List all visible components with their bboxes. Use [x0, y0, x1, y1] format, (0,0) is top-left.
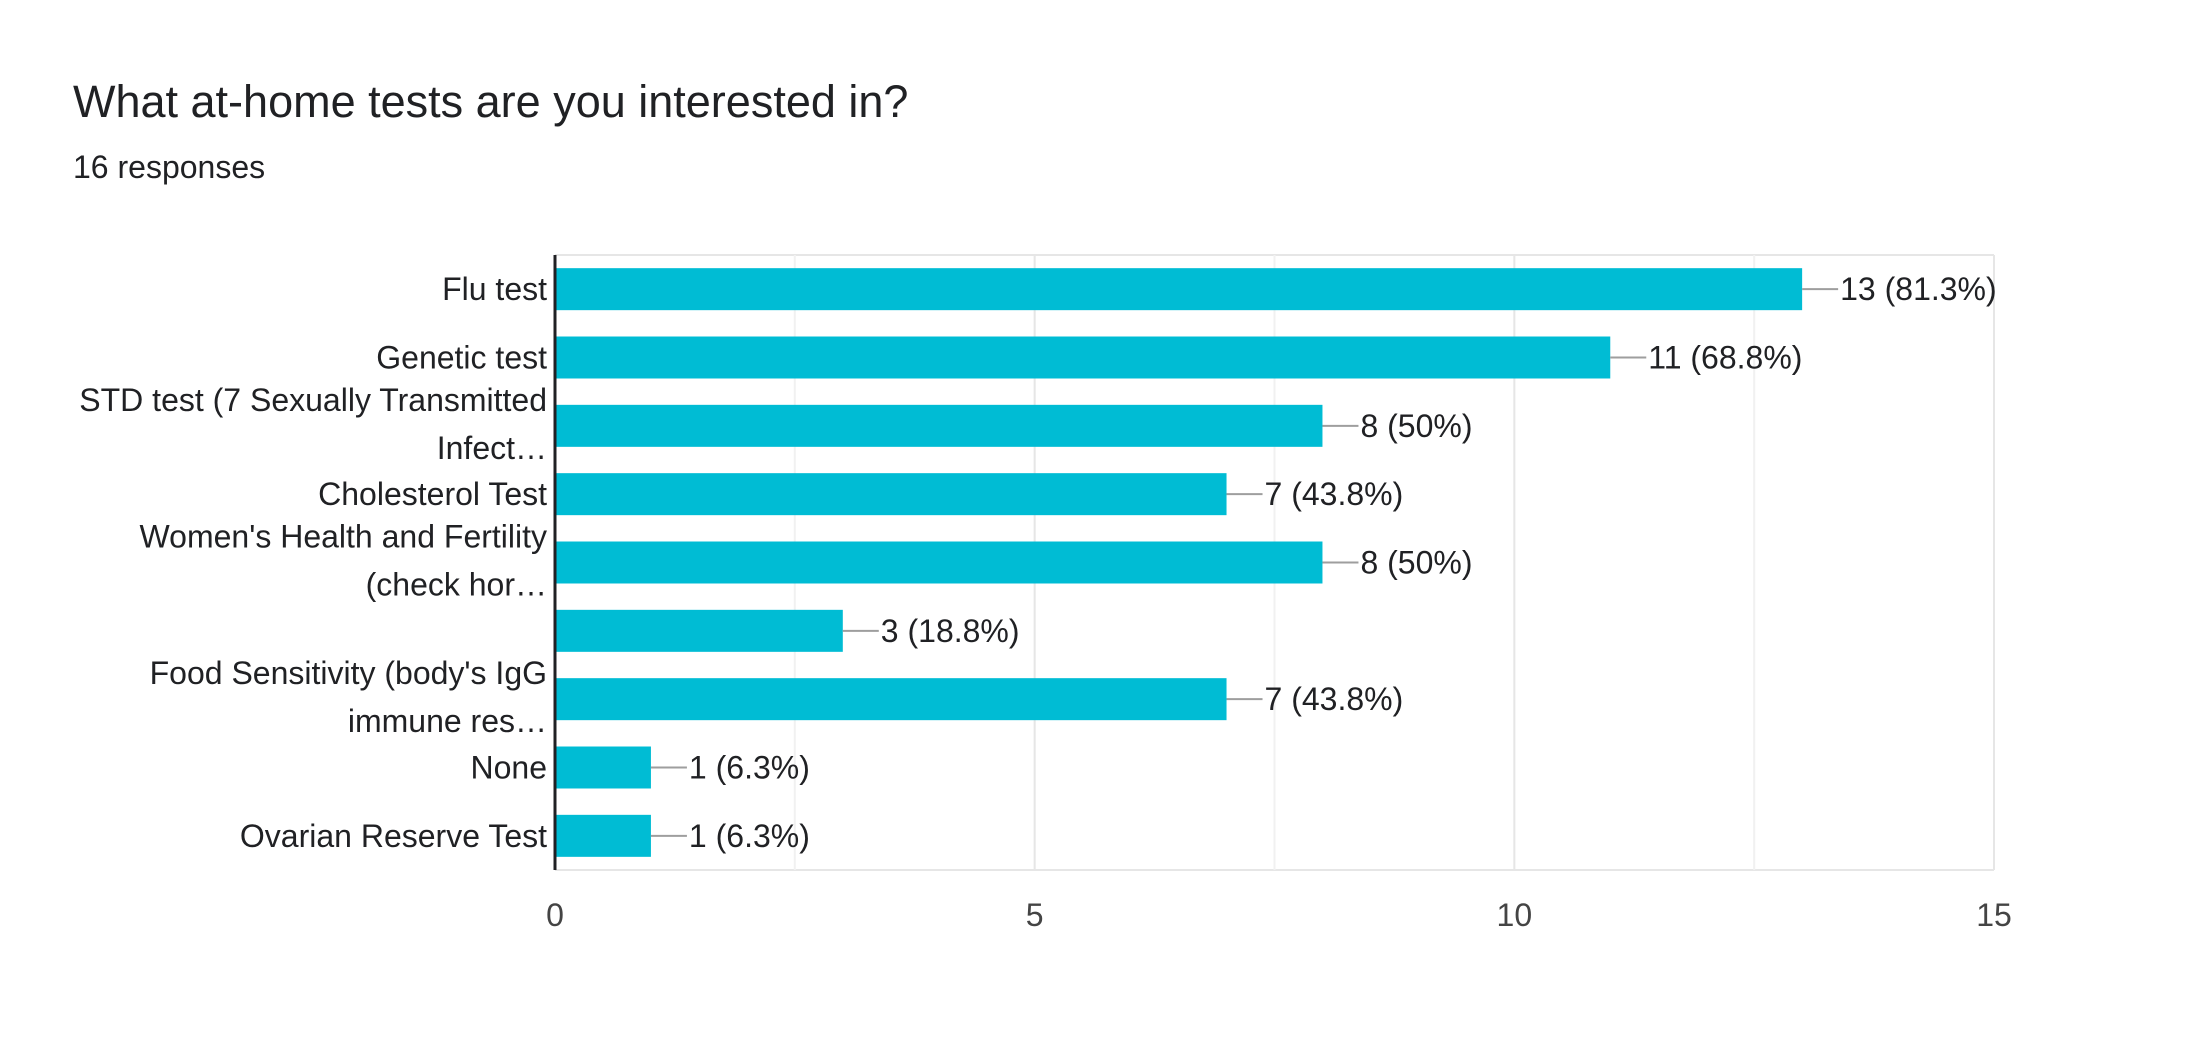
- x-tick-label: 0: [546, 897, 564, 933]
- data-label: 7 (43.8%): [1265, 476, 1404, 512]
- bar: [555, 336, 1611, 379]
- x-tick-label: 15: [1976, 897, 2012, 933]
- category-label: STD test (7 Sexually Transmitted: [79, 382, 547, 418]
- category-label: Infect…: [437, 430, 547, 466]
- category-label: Women's Health and Fertility: [140, 519, 547, 555]
- data-label: 11 (68.8%): [1648, 340, 1802, 376]
- category-label: None: [471, 750, 548, 786]
- bar: [555, 473, 1227, 516]
- bar: [555, 541, 1323, 584]
- label-layer: 13 (81.3%) 11 (68.8%) 8 (50%) 7 (43.8%) 8 (5…: [650, 271, 1997, 854]
- bar: [555, 814, 651, 857]
- data-label: 8 (50%): [1360, 408, 1472, 444]
- category-label: immune res…: [348, 703, 547, 739]
- bar-layer: [555, 268, 1803, 857]
- data-label: 7 (43.8%): [1265, 681, 1404, 717]
- response-count: 16 responses: [73, 149, 266, 185]
- data-label: 1 (6.3%): [689, 750, 810, 786]
- bar: [555, 609, 843, 652]
- bar: [555, 746, 651, 789]
- category-label: (check hor…: [366, 567, 547, 603]
- axis-layer: 0 5 10 15 Flu test Genetic test STD test (7 Se…: [79, 255, 2012, 933]
- category-label: Genetic test: [376, 340, 547, 376]
- category-label: Food Sensitivity (body's IgG: [150, 655, 547, 691]
- data-label: 13 (81.3%): [1840, 271, 1997, 307]
- x-tick-label: 10: [1497, 897, 1533, 933]
- category-label: Cholesterol Test: [318, 476, 547, 512]
- data-label: 8 (50%): [1360, 545, 1472, 581]
- category-label: Flu test: [442, 271, 547, 307]
- bar: [555, 404, 1323, 447]
- data-label: 3 (18.8%): [881, 613, 1020, 649]
- bar: [555, 678, 1227, 721]
- chart-title: What at-home tests are you interested in…: [73, 76, 909, 127]
- x-tick-label: 5: [1026, 897, 1044, 933]
- bar: [555, 268, 1803, 311]
- data-label: 1 (6.3%): [689, 818, 810, 854]
- category-label: Ovarian Reserve Test: [240, 818, 547, 854]
